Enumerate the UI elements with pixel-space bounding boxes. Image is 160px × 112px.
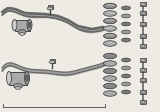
Ellipse shape bbox=[140, 59, 146, 61]
Ellipse shape bbox=[24, 71, 29, 84]
Ellipse shape bbox=[104, 26, 116, 31]
Ellipse shape bbox=[140, 23, 146, 25]
Ellipse shape bbox=[140, 12, 146, 14]
Bar bbox=[48, 5, 52, 9]
Ellipse shape bbox=[13, 84, 23, 88]
Ellipse shape bbox=[104, 53, 116, 59]
Ellipse shape bbox=[121, 74, 131, 78]
Ellipse shape bbox=[105, 19, 115, 21]
Ellipse shape bbox=[104, 83, 116, 89]
Ellipse shape bbox=[121, 58, 131, 62]
Ellipse shape bbox=[104, 3, 116, 9]
Ellipse shape bbox=[140, 91, 146, 93]
Ellipse shape bbox=[140, 69, 146, 71]
Ellipse shape bbox=[121, 90, 131, 94]
Ellipse shape bbox=[105, 4, 115, 6]
Ellipse shape bbox=[121, 66, 131, 70]
Ellipse shape bbox=[121, 82, 131, 86]
Bar bbox=[140, 100, 146, 104]
Ellipse shape bbox=[121, 30, 131, 34]
Bar bbox=[140, 90, 146, 94]
Bar bbox=[140, 68, 146, 72]
Ellipse shape bbox=[140, 101, 146, 103]
Ellipse shape bbox=[121, 38, 131, 42]
Ellipse shape bbox=[104, 41, 116, 46]
Ellipse shape bbox=[25, 75, 28, 81]
Ellipse shape bbox=[104, 61, 116, 66]
Ellipse shape bbox=[104, 11, 116, 16]
Bar bbox=[140, 44, 146, 48]
Ellipse shape bbox=[47, 7, 53, 10]
Ellipse shape bbox=[104, 76, 116, 81]
Bar bbox=[15, 19, 29, 30]
Ellipse shape bbox=[105, 42, 115, 44]
Ellipse shape bbox=[7, 71, 12, 84]
Ellipse shape bbox=[104, 18, 116, 24]
Bar bbox=[140, 11, 146, 15]
Ellipse shape bbox=[27, 19, 32, 30]
Ellipse shape bbox=[49, 60, 55, 64]
Ellipse shape bbox=[121, 22, 131, 26]
Ellipse shape bbox=[140, 35, 146, 37]
Ellipse shape bbox=[104, 33, 116, 39]
Ellipse shape bbox=[140, 79, 146, 81]
Ellipse shape bbox=[28, 22, 31, 28]
Bar bbox=[140, 34, 146, 38]
Ellipse shape bbox=[121, 6, 131, 10]
Ellipse shape bbox=[16, 86, 20, 89]
Bar bbox=[49, 59, 55, 62]
Ellipse shape bbox=[105, 34, 115, 36]
Ellipse shape bbox=[105, 27, 115, 29]
Bar bbox=[9, 71, 27, 84]
Ellipse shape bbox=[20, 32, 24, 36]
Bar bbox=[140, 58, 146, 62]
Ellipse shape bbox=[140, 45, 146, 47]
Bar bbox=[140, 22, 146, 26]
Ellipse shape bbox=[12, 19, 17, 30]
Ellipse shape bbox=[140, 3, 146, 5]
Ellipse shape bbox=[105, 12, 115, 14]
Bar bbox=[140, 2, 146, 6]
Bar bbox=[140, 78, 146, 82]
Ellipse shape bbox=[18, 29, 26, 34]
Ellipse shape bbox=[104, 91, 116, 96]
Ellipse shape bbox=[104, 68, 116, 74]
Ellipse shape bbox=[121, 14, 131, 18]
